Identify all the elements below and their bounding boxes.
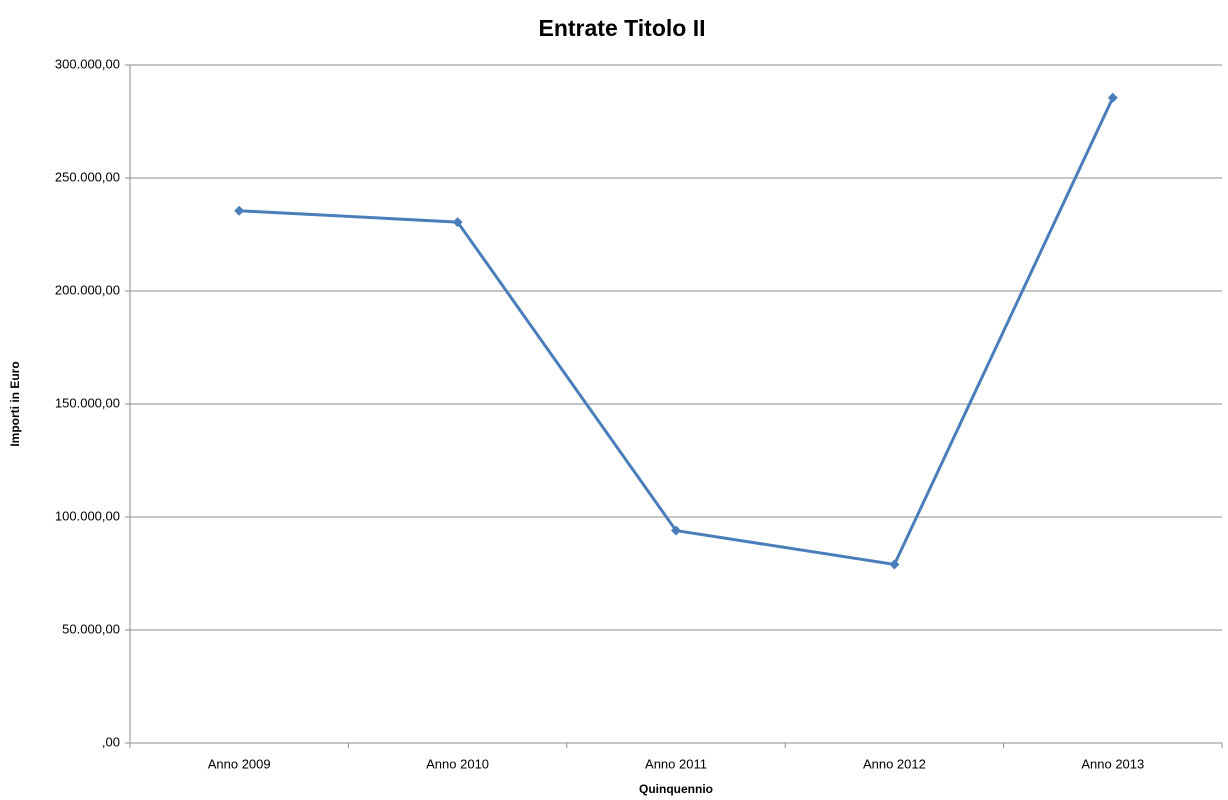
point-marker [889, 559, 900, 570]
x-tick-label: Anno 2012 [863, 756, 926, 771]
point-marker [234, 205, 245, 216]
y-tick-label: 100.000,00 [55, 508, 120, 523]
y-tick-label: 150.000,00 [55, 395, 120, 410]
y-tick-label: 50.000,00 [62, 621, 120, 636]
x-tick-label: Anno 2011 [645, 756, 707, 771]
x-tick-label: Anno 2013 [1081, 756, 1144, 771]
y-tick-label: ,00 [102, 734, 120, 749]
x-tick-label: Anno 2009 [208, 756, 271, 771]
y-tick-label: 300.000,00 [55, 56, 120, 71]
point-marker [671, 525, 681, 536]
chart-title: Entrate Titolo II [539, 15, 706, 41]
x-tick-label: Anno 2010 [426, 756, 489, 771]
series-line [239, 97, 1115, 566]
y-axis-title: Importi in Euro [8, 361, 22, 446]
y-tick-label: 200.000,00 [55, 282, 120, 297]
point-marker [1107, 92, 1118, 103]
x-axis-title: Quinquennio [639, 782, 713, 796]
point-marker [452, 217, 463, 228]
y-tick-label: 250.000,00 [55, 169, 120, 184]
